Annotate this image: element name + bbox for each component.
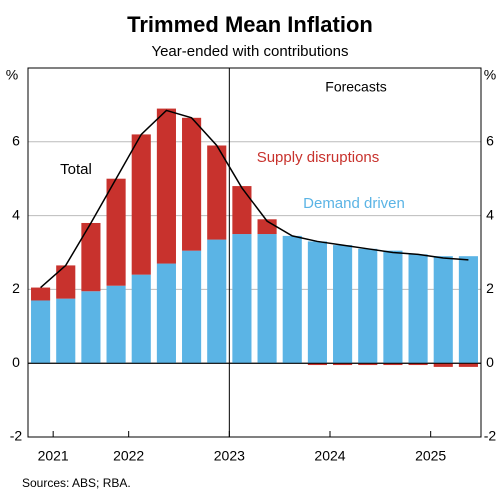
bar-segment xyxy=(257,219,277,235)
y-unit-left: % xyxy=(6,67,18,83)
bar-segment xyxy=(207,239,227,364)
bar-segment xyxy=(333,363,353,366)
y-tick-label-right: 0 xyxy=(486,354,494,370)
bar-segment xyxy=(81,222,101,292)
bar-segment xyxy=(232,186,252,235)
series-label: Demand driven xyxy=(303,195,405,212)
bar-segment xyxy=(131,274,151,364)
bar-segment xyxy=(307,363,327,366)
bar-segment xyxy=(383,250,403,364)
bar-segment xyxy=(333,245,353,364)
bar-segment xyxy=(307,241,327,364)
bar-segment xyxy=(433,363,453,367)
y-tick-label: 6 xyxy=(12,133,20,149)
bar-segment xyxy=(408,363,428,366)
bar-segment xyxy=(56,298,76,364)
y-tick-label: 0 xyxy=(12,354,20,370)
bar-segment xyxy=(56,265,76,299)
y-tick-label-right: 6 xyxy=(486,133,494,149)
bar-segment xyxy=(31,287,51,301)
bar-segment xyxy=(156,263,176,364)
bar-segment xyxy=(156,108,176,264)
y-tick-label-right: 2 xyxy=(486,280,494,296)
forecast-label: Forecasts xyxy=(325,79,386,95)
bar-segment xyxy=(182,250,202,364)
bar-segment xyxy=(358,363,378,366)
bar-segment xyxy=(106,178,126,286)
bar-segment xyxy=(257,234,277,364)
bar-segment xyxy=(408,254,428,364)
bar-segment xyxy=(81,291,101,364)
chart-subtitle: Year-ended with contributions xyxy=(151,43,348,60)
y-tick-label-right: 4 xyxy=(486,206,494,222)
source: Sources: ABS; RBA. xyxy=(22,476,131,490)
bar-segment xyxy=(383,363,403,366)
y-unit-right: % xyxy=(484,67,496,83)
series-label: Supply disruptions xyxy=(257,149,380,166)
x-tick-label: 2023 xyxy=(214,448,245,464)
bar-segment xyxy=(433,256,453,364)
x-tick-label: 2025 xyxy=(415,448,446,464)
bar-segment xyxy=(458,256,478,364)
bar-segment xyxy=(282,235,302,364)
y-tick-label: 2 xyxy=(12,280,20,296)
bar-segment xyxy=(358,248,378,364)
y-tick-label: -2 xyxy=(10,428,23,444)
x-tick-label: 2024 xyxy=(314,448,345,464)
bar-segment xyxy=(31,300,51,364)
y-tick-label-right: -2 xyxy=(484,428,497,444)
bar-segment xyxy=(232,234,252,364)
y-tick-label: 4 xyxy=(12,206,20,222)
total-line xyxy=(40,109,469,289)
chart-title: Trimmed Mean Inflation xyxy=(127,12,373,37)
x-tick-label: 2021 xyxy=(38,448,69,464)
bar-segment xyxy=(207,145,227,240)
bar-segment xyxy=(106,285,126,364)
plot-frame xyxy=(27,67,482,438)
x-tick-label: 2022 xyxy=(113,448,144,464)
bar-segment xyxy=(182,117,202,251)
bar-segment xyxy=(131,134,151,275)
bar-segment xyxy=(458,363,478,367)
series-label: Total xyxy=(60,161,92,178)
